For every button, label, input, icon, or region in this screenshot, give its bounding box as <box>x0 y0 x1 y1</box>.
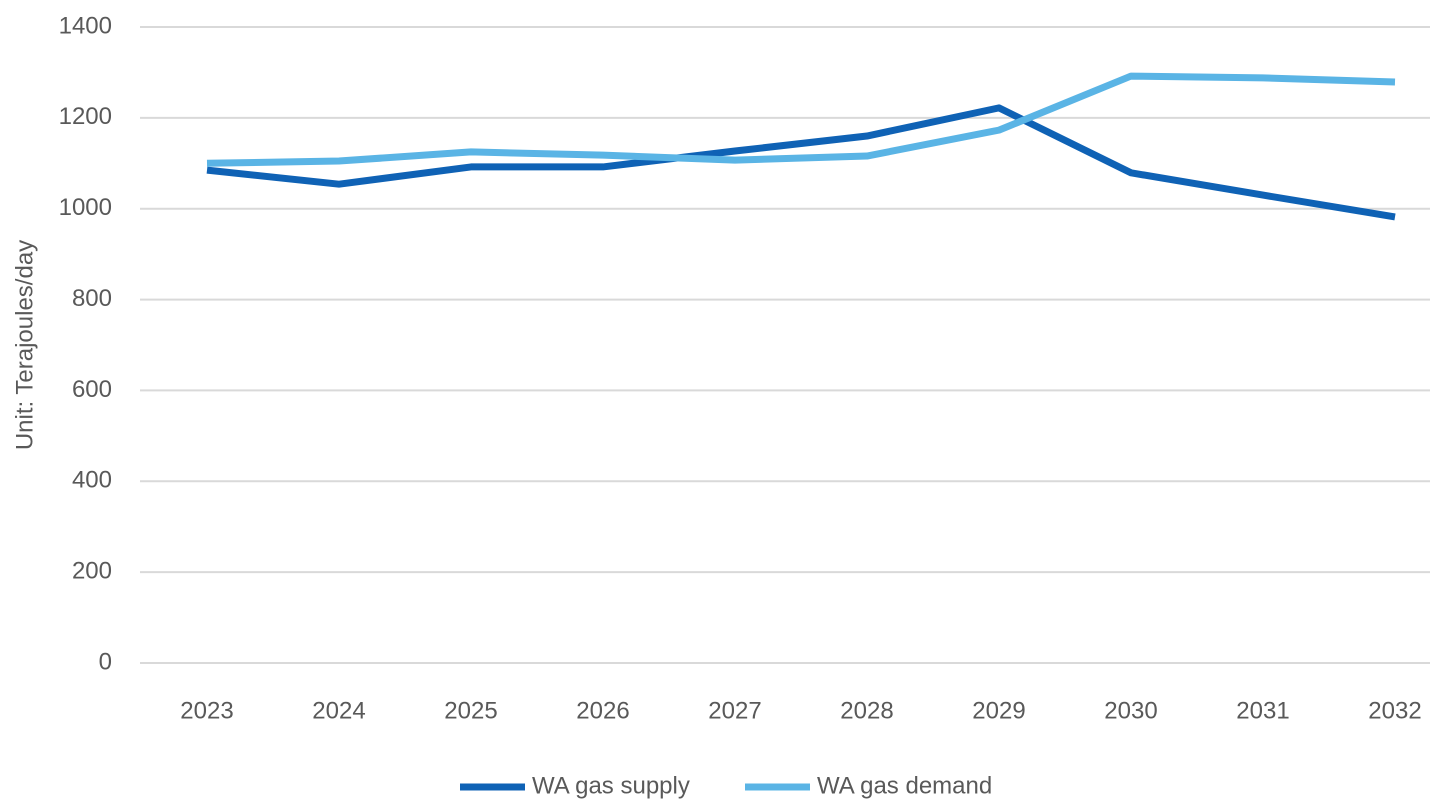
x-tick-label: 2024 <box>312 697 365 724</box>
x-tick-label: 2026 <box>576 697 629 724</box>
data-line <box>206 72 1396 167</box>
y-axis-label: Unit: Terajoules/day <box>11 240 38 450</box>
x-tick-label: 2029 <box>972 697 1025 724</box>
y-tick-label: 1400 <box>59 12 112 39</box>
y-tick-label: 1200 <box>59 103 112 130</box>
x-tick-label: 2028 <box>840 697 893 724</box>
x-tick-label: 2023 <box>180 697 233 724</box>
y-tick-label: 400 <box>72 467 112 494</box>
y-tick-label: 800 <box>72 285 112 312</box>
x-tick-label: 2032 <box>1368 697 1421 724</box>
x-tick-label: 2031 <box>1236 697 1289 724</box>
y-tick-label: 0 <box>99 648 112 675</box>
legend-label: WA gas demand <box>817 772 992 799</box>
y-tick-label: 200 <box>72 557 112 584</box>
legend-label: WA gas supply <box>532 772 690 799</box>
x-tick-label: 2030 <box>1104 697 1157 724</box>
y-tick-label: 1000 <box>59 194 112 221</box>
y-tick-label: 600 <box>72 376 112 403</box>
x-tick-label: 2027 <box>708 697 761 724</box>
x-tick-label: 2025 <box>444 697 497 724</box>
data-line <box>206 104 1396 221</box>
